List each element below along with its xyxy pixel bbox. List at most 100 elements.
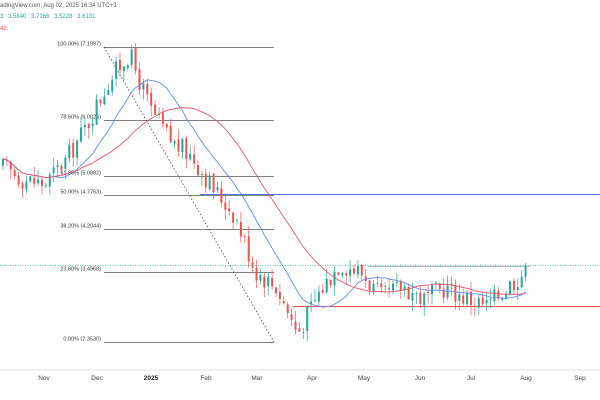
candle-body[interactable] — [200, 174, 203, 176]
candle-body[interactable] — [501, 297, 504, 301]
candle-body[interactable] — [103, 96, 106, 105]
candle-body[interactable] — [388, 287, 391, 290]
candle-body[interactable] — [197, 164, 199, 176]
candle-body[interactable] — [122, 66, 125, 71]
candle-body[interactable] — [306, 306, 309, 331]
candle-body[interactable] — [17, 175, 20, 185]
candle-body[interactable] — [407, 287, 410, 300]
candle-body[interactable] — [146, 83, 149, 95]
candle-body[interactable] — [76, 140, 79, 158]
candle-body[interactable] — [442, 289, 445, 298]
candle-body[interactable] — [2, 158, 4, 166]
candle-body[interactable] — [29, 176, 32, 182]
candle-body[interactable] — [228, 208, 231, 212]
candle-body[interactable] — [189, 153, 192, 160]
candle-body[interactable] — [376, 283, 379, 284]
candle-body[interactable] — [263, 276, 266, 288]
candle-body[interactable] — [314, 299, 316, 301]
candle-body[interactable] — [317, 291, 320, 302]
candle-body[interactable] — [380, 283, 383, 288]
candle-body[interactable] — [310, 301, 313, 305]
candle-body[interactable] — [356, 266, 359, 275]
candle-body[interactable] — [80, 127, 82, 142]
candle-body[interactable] — [138, 69, 141, 90]
candle-body[interactable] — [95, 99, 98, 125]
candle-body[interactable] — [21, 183, 24, 189]
candle-body[interactable] — [321, 290, 324, 293]
candle-body[interactable] — [275, 287, 277, 294]
candle-body[interactable] — [60, 165, 63, 170]
candle-body[interactable] — [431, 284, 433, 295]
candle-body[interactable] — [466, 293, 469, 305]
candle-body[interactable] — [509, 281, 511, 295]
candle-body[interactable] — [33, 177, 36, 184]
candle-body[interactable] — [349, 269, 352, 276]
candle-body[interactable] — [473, 305, 476, 307]
candle-body[interactable] — [368, 280, 371, 291]
candle-body[interactable] — [493, 289, 496, 301]
candle-body[interactable] — [516, 287, 519, 291]
candle-body[interactable] — [278, 291, 281, 300]
fib-trend-line[interactable] — [103, 46, 275, 343]
candle-body[interactable] — [239, 221, 242, 237]
candle-body[interactable] — [181, 139, 184, 153]
candle-body[interactable] — [372, 283, 375, 293]
candle-body[interactable] — [169, 125, 172, 143]
candle-body[interactable] — [13, 170, 16, 177]
candle-body[interactable] — [419, 292, 422, 304]
candle-body[interactable] — [48, 174, 51, 187]
candle-body[interactable] — [173, 140, 176, 144]
candle-body[interactable] — [520, 276, 523, 288]
candle-body[interactable] — [427, 291, 430, 293]
candle-body[interactable] — [134, 48, 137, 71]
candle-body[interactable] — [290, 314, 293, 320]
candle-body[interactable] — [91, 123, 94, 127]
candle-body[interactable] — [462, 295, 465, 304]
candle-body[interactable] — [454, 284, 457, 302]
candle-body[interactable] — [56, 165, 59, 168]
candle-body[interactable] — [438, 284, 441, 290]
candle-body[interactable] — [220, 188, 223, 203]
candle-body[interactable] — [161, 112, 164, 125]
candle-body[interactable] — [399, 280, 402, 291]
candle-body[interactable] — [52, 167, 55, 173]
candle-body[interactable] — [395, 281, 398, 283]
candle-body[interactable] — [325, 278, 328, 293]
candle-body[interactable] — [353, 268, 355, 274]
candle-body[interactable] — [72, 142, 75, 158]
candle-body[interactable] — [294, 321, 297, 330]
candle-body[interactable] — [470, 291, 472, 305]
candle-body[interactable] — [247, 236, 250, 262]
candle-body[interactable] — [243, 235, 246, 237]
candle-body[interactable] — [5, 160, 8, 162]
candle-body[interactable] — [384, 286, 387, 287]
candle-body[interactable] — [115, 61, 118, 79]
candle-body[interactable] — [497, 290, 500, 299]
moving-average-fast[interactable] — [2, 79, 526, 308]
candle-body[interactable] — [302, 332, 305, 333]
candle-body[interactable] — [126, 64, 129, 69]
candle-body[interactable] — [9, 161, 12, 170]
candle-body[interactable] — [204, 173, 207, 188]
candle-body[interactable] — [481, 297, 484, 304]
candle-body[interactable] — [64, 157, 67, 170]
candle-body[interactable] — [271, 278, 274, 287]
candle-body[interactable] — [99, 99, 102, 104]
candle-body[interactable] — [44, 185, 47, 187]
candle-body[interactable] — [403, 286, 406, 291]
candle-body[interactable] — [255, 268, 258, 281]
candle-body[interactable] — [286, 304, 289, 314]
candle-body[interactable] — [267, 276, 270, 287]
candle-body[interactable] — [41, 179, 43, 186]
candle-body[interactable] — [458, 294, 461, 301]
candle-body[interactable] — [333, 271, 336, 286]
candle-body[interactable] — [251, 262, 254, 268]
candle-body[interactable] — [68, 144, 71, 159]
candle-body[interactable] — [477, 298, 480, 308]
candle-body[interactable] — [154, 104, 157, 115]
candle-body[interactable] — [259, 275, 262, 281]
candle-body[interactable] — [87, 123, 90, 129]
candle-body[interactable] — [485, 300, 488, 304]
candle-body[interactable] — [111, 79, 114, 92]
candle-body[interactable] — [216, 187, 219, 191]
